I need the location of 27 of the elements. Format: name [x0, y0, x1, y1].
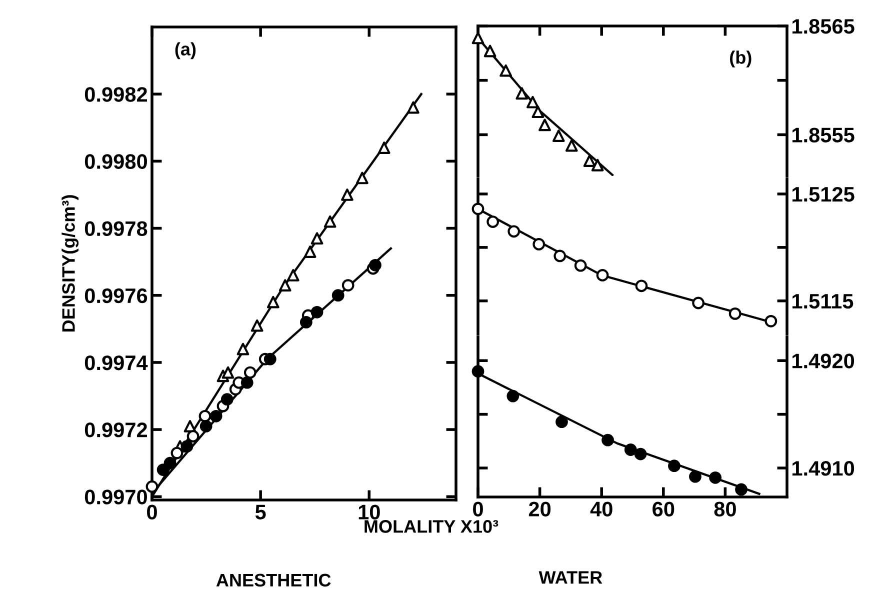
y-tick-label: 0.9974 — [84, 355, 148, 370]
x-tick-label: 80 — [714, 502, 736, 516]
x-tick-label: 0 — [147, 504, 157, 520]
x-tick-label: 10 — [358, 504, 380, 520]
x-axis-title: WATER — [538, 571, 602, 584]
y-axis-title: DENSITY(g/cm³) — [62, 195, 79, 332]
x-axis-title: ANESTHETIC — [216, 574, 331, 587]
y-tick-label: 1.8565 — [792, 19, 854, 34]
y-tick-label: 0.9982 — [84, 87, 148, 102]
y-tick-label: 0.9980 — [84, 154, 147, 169]
annotation: (a) — [175, 42, 196, 60]
y-tick-label: 0.9976 — [84, 288, 148, 304]
y-tick-label: 0.9970 — [84, 490, 147, 504]
text: MOLALITY X10³ — [364, 520, 498, 533]
x-tick-label: 0 — [473, 502, 483, 516]
annotation: (b) — [730, 50, 752, 68]
y-tick-label: 1.5115 — [792, 294, 854, 309]
y-tick-label: 0.9978 — [84, 221, 148, 236]
y-tick-label: 0.9972 — [84, 422, 148, 438]
y-tick-label: 1.5125 — [792, 186, 854, 202]
x-tick-label: 20 — [528, 502, 551, 516]
y-tick-label: 1.4910 — [792, 461, 854, 476]
x-tick-label: 40 — [590, 502, 612, 516]
x-tick-label: 60 — [652, 502, 674, 516]
y-tick-label: 1.8555 — [792, 128, 854, 142]
x-tick-label: 5 — [255, 504, 266, 520]
y-tick-label: 1.4920 — [792, 354, 854, 368]
